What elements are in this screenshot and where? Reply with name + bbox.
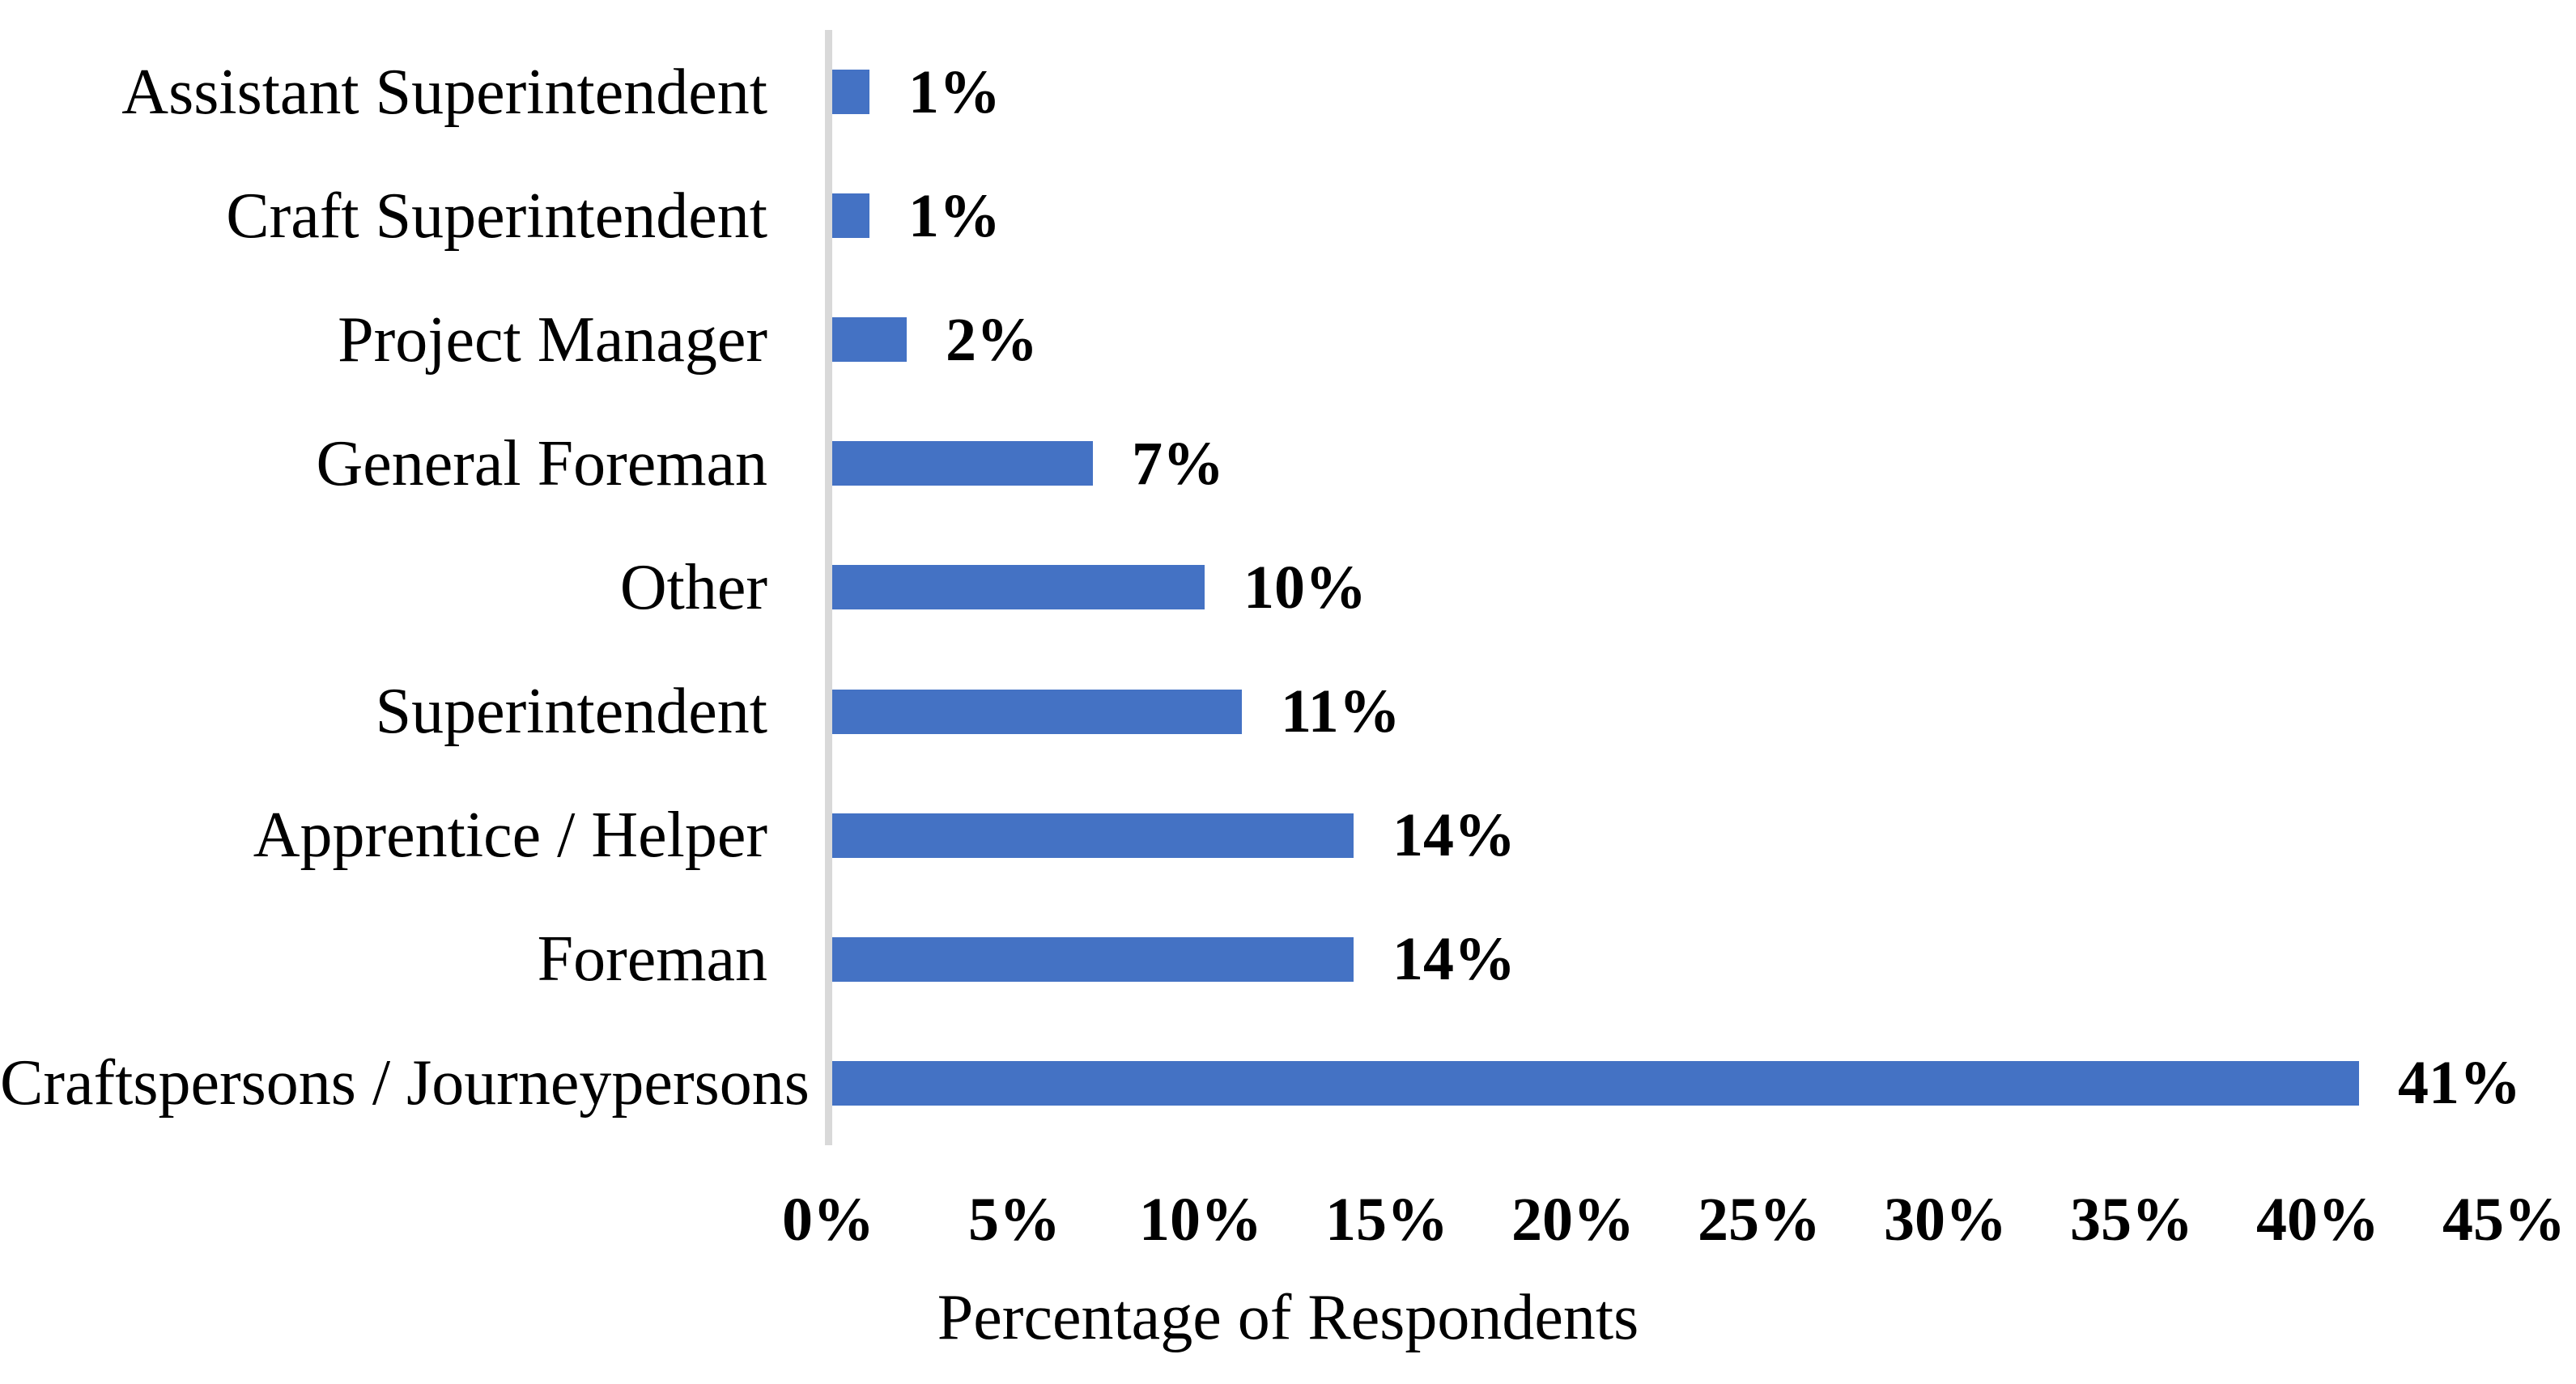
bar bbox=[832, 565, 1205, 610]
bar bbox=[832, 70, 869, 115]
category-label: Foreman bbox=[537, 923, 767, 996]
bar-value-label: 11% bbox=[1281, 677, 1401, 746]
x-axis-tick-label: 40% bbox=[2256, 1186, 2379, 1254]
bar-track: 14% bbox=[832, 774, 2576, 898]
bar bbox=[832, 317, 907, 363]
bar bbox=[832, 689, 1242, 734]
x-axis-title: Percentage of Respondents bbox=[937, 1282, 1639, 1353]
bar-track: 7% bbox=[832, 401, 2576, 525]
bar-value-label: 41% bbox=[2398, 1049, 2521, 1118]
category-label: Assistant Superintendent bbox=[121, 56, 767, 128]
x-axis-tick-label: 30% bbox=[1884, 1186, 2007, 1254]
bar-value-label: 14% bbox=[1392, 801, 1515, 870]
x-axis: 0% 5% 10% 15% 20% 25% 30% 35% 40% 45% bbox=[0, 1183, 2576, 1256]
bar-value-label: 10% bbox=[1243, 553, 1367, 622]
bar-value-label: 14% bbox=[1392, 925, 1515, 994]
x-axis-tick-label: 5% bbox=[968, 1186, 1061, 1254]
bar-value-label: 1% bbox=[908, 181, 1001, 250]
bar-track: 1% bbox=[832, 154, 2576, 278]
bar-track: 2% bbox=[832, 278, 2576, 401]
bar-track: 10% bbox=[832, 525, 2576, 649]
chart-row: Craftspersons / Journeypersons 41% bbox=[0, 1021, 2576, 1145]
chart-row: General Foreman 7% bbox=[0, 401, 2576, 525]
bar bbox=[832, 813, 1354, 858]
chart-row: Assistant Superintendent 1% bbox=[0, 30, 2576, 154]
plot-area: Assistant Superintendent 1% Craft Superi… bbox=[0, 30, 2576, 1145]
category-label: Apprentice / Helper bbox=[253, 800, 767, 872]
bar-track: 41% bbox=[832, 1021, 2576, 1145]
category-label: Superintendent bbox=[375, 676, 767, 748]
x-axis-tick-label: 25% bbox=[1698, 1186, 1821, 1254]
bar bbox=[832, 193, 869, 239]
x-axis-tick-label: 20% bbox=[1511, 1186, 1634, 1254]
category-label: Craftspersons / Journeypersons bbox=[0, 1047, 810, 1119]
chart-row: Craft Superintendent 1% bbox=[0, 154, 2576, 278]
x-axis-tick-label: 35% bbox=[2070, 1186, 2193, 1254]
category-label: Other bbox=[619, 551, 767, 623]
bar-value-label: 2% bbox=[946, 305, 1038, 374]
chart-row: Apprentice / Helper 14% bbox=[0, 774, 2576, 898]
x-axis-tick-label: 10% bbox=[1139, 1186, 1262, 1254]
bar-track: 1% bbox=[832, 30, 2576, 154]
chart-row: Foreman 14% bbox=[0, 898, 2576, 1021]
bar bbox=[832, 441, 1093, 486]
bar-track: 14% bbox=[832, 898, 2576, 1021]
y-axis-line bbox=[825, 30, 832, 1145]
x-axis-tick-label: 45% bbox=[2442, 1186, 2565, 1254]
bar-value-label: 7% bbox=[1132, 429, 1224, 498]
category-label: Project Manager bbox=[338, 304, 767, 376]
x-axis-tick-label: 0% bbox=[782, 1186, 874, 1254]
bar-track: 11% bbox=[832, 650, 2576, 774]
chart-row: Other 10% bbox=[0, 525, 2576, 649]
bar bbox=[832, 1060, 2359, 1106]
chart-row: Project Manager 2% bbox=[0, 278, 2576, 401]
chart-row: Superintendent 11% bbox=[0, 650, 2576, 774]
category-label: General Foreman bbox=[316, 427, 767, 499]
category-label: Craft Superintendent bbox=[226, 180, 767, 252]
bar-value-label: 1% bbox=[908, 57, 1001, 126]
bar bbox=[832, 936, 1354, 982]
x-axis-tick-label: 15% bbox=[1325, 1186, 1448, 1254]
